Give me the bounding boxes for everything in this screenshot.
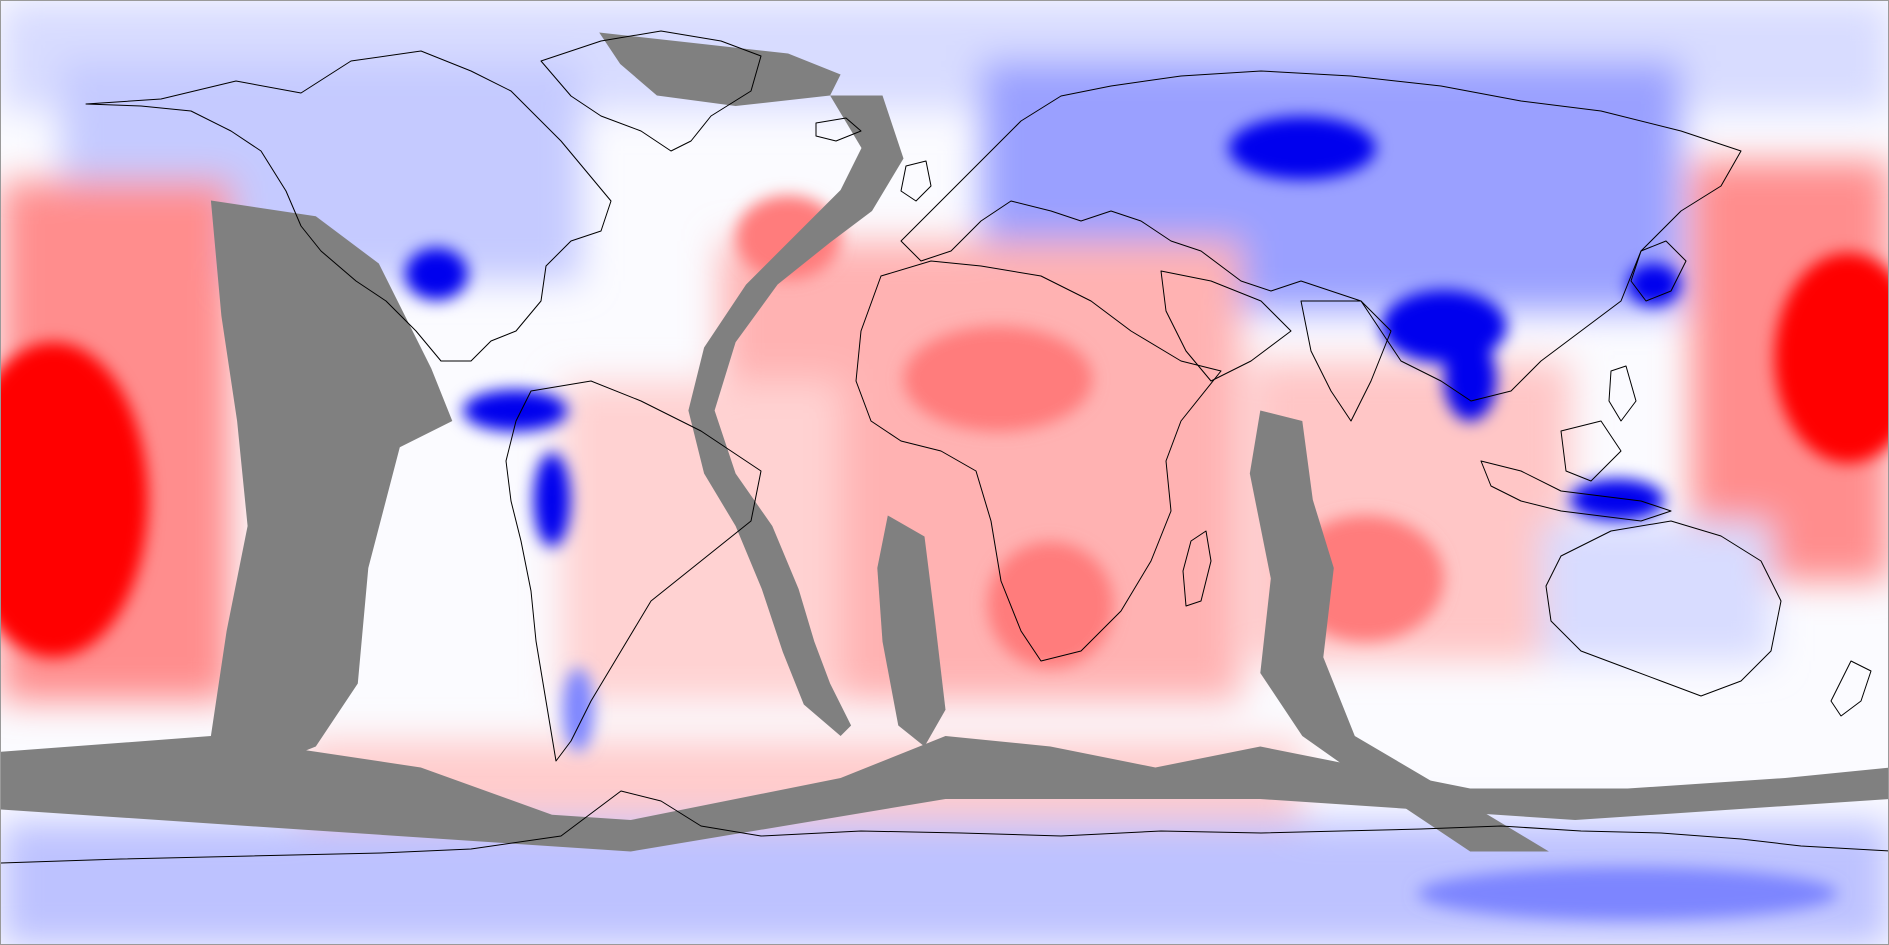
coastline-north-america xyxy=(85,50,612,362)
central-pacific-warm xyxy=(1,342,148,658)
coastline-iceland xyxy=(815,117,862,142)
indochina-cool xyxy=(1443,337,1497,421)
south-atlantic-east-nodata xyxy=(877,515,946,747)
coastline-africa xyxy=(855,260,1222,662)
southern-ocean-nodata xyxy=(1,736,1888,852)
east-pacific-nodata xyxy=(210,200,453,778)
west-pacific-warm xyxy=(1774,253,1888,463)
anomaly-blobs xyxy=(1,116,1888,920)
arctic-nodata xyxy=(599,32,841,106)
coastline-greenland xyxy=(540,30,762,152)
sahara-warm xyxy=(903,326,1093,432)
coastline-arabia xyxy=(1160,270,1292,382)
coastline-antarctica xyxy=(1,790,1888,864)
atlantic-mid-ocean-nodata xyxy=(688,95,904,736)
coastlines xyxy=(1,30,1888,864)
patagonia-cool xyxy=(562,667,594,752)
indian-ridge-nodata xyxy=(1249,410,1549,852)
coastline-indonesia xyxy=(1480,460,1672,522)
coastline-madagascar xyxy=(1182,530,1212,607)
north-atlantic-warm xyxy=(735,195,841,280)
central-america-cool xyxy=(462,389,568,432)
andes-cool xyxy=(533,452,571,547)
coastline-japan xyxy=(1630,240,1687,302)
no-data-mask xyxy=(1,32,1888,852)
coastline-uk xyxy=(900,160,932,202)
coastline-india xyxy=(1300,300,1392,422)
coastline-new-zealand xyxy=(1830,660,1872,717)
coastline-eurasia xyxy=(900,70,1742,402)
antarctic-cool xyxy=(1417,867,1838,920)
coastline-south-america xyxy=(505,380,762,762)
japan-cool xyxy=(1627,263,1681,306)
coastline-australia xyxy=(1545,520,1782,697)
coastline-borneo xyxy=(1560,420,1622,482)
australia-cool-field xyxy=(1541,521,1771,661)
indonesia-cool xyxy=(1569,478,1665,521)
us-plains-cool xyxy=(405,247,469,301)
southern-africa-warm xyxy=(987,541,1114,668)
siberia-cool xyxy=(1228,116,1376,180)
coastline-philippines xyxy=(1608,365,1637,422)
